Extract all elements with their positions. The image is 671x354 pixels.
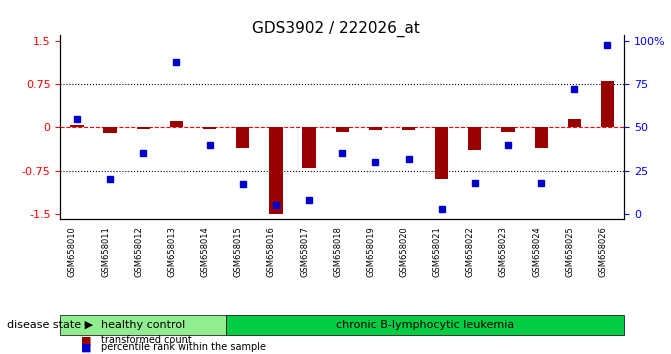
Bar [601,81,614,127]
Text: GSM658018: GSM658018 [333,227,342,278]
Bar [468,127,482,150]
Text: GSM658016: GSM658016 [267,227,276,278]
Text: GSM658013: GSM658013 [168,227,176,278]
Text: healthy control: healthy control [101,320,185,330]
Text: GSM658023: GSM658023 [499,227,508,278]
Text: GSM658025: GSM658025 [565,227,574,277]
Bar [236,127,250,148]
Bar [103,127,117,133]
Text: GSM658024: GSM658024 [532,227,541,277]
Bar [568,119,581,127]
Text: GSM658014: GSM658014 [201,227,209,277]
Bar [535,127,548,148]
Text: GSM658020: GSM658020 [399,227,409,277]
Bar [402,127,415,130]
Text: disease state ▶: disease state ▶ [7,320,93,330]
Bar [501,127,515,132]
Text: transformed count: transformed count [101,335,191,345]
Text: chronic B-lymphocytic leukemia: chronic B-lymphocytic leukemia [336,320,514,330]
Bar [369,127,382,130]
Bar [170,120,183,127]
Bar [336,127,349,132]
Bar [435,127,448,179]
Text: GSM658011: GSM658011 [101,227,110,277]
Text: GSM658022: GSM658022 [466,227,475,277]
Text: GSM658010: GSM658010 [68,227,77,277]
Text: percentile rank within the sample: percentile rank within the sample [101,342,266,352]
Text: GSM658019: GSM658019 [366,227,375,277]
Bar [303,127,315,168]
Text: GSM658021: GSM658021 [433,227,442,277]
Text: GSM658012: GSM658012 [134,227,144,277]
Bar [203,127,216,129]
Text: GDS3902 / 222026_at: GDS3902 / 222026_at [252,21,419,38]
Text: GSM658026: GSM658026 [599,227,607,278]
Bar [269,127,282,214]
Text: GSM658015: GSM658015 [234,227,243,277]
Bar [70,125,84,127]
Text: ■: ■ [81,335,91,345]
Bar [137,127,150,129]
Text: ■: ■ [81,342,91,352]
Text: GSM658017: GSM658017 [300,227,309,278]
